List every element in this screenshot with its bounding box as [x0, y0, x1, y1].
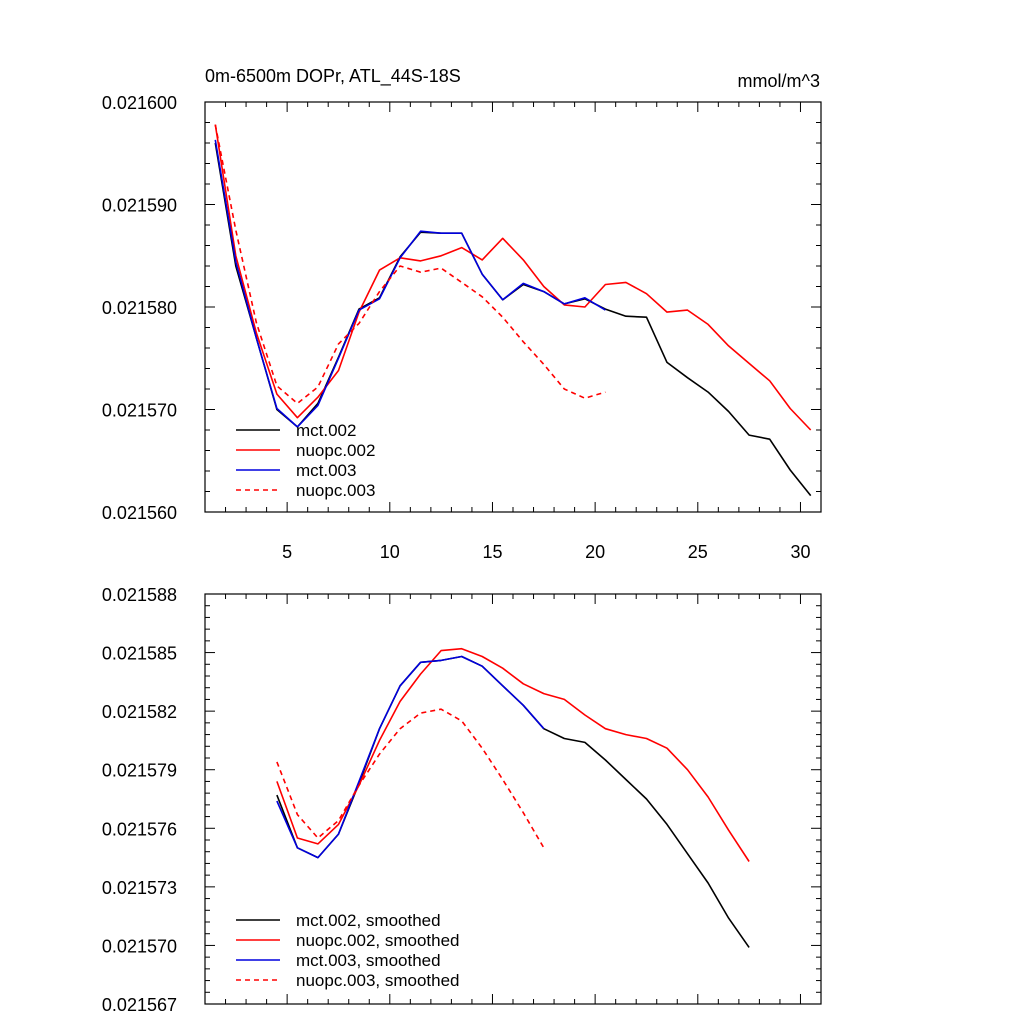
bottom-series-line-3 — [276, 655, 545, 859]
bottom-legend-label: nuopc.003, smoothed — [296, 971, 460, 990]
top-legend-label: mct.002 — [296, 421, 356, 440]
bottom-y-tick-label: 0.021576 — [102, 819, 177, 839]
bottom-y-tick-label: 0.021585 — [102, 644, 177, 664]
bottom-series-line-1 — [276, 655, 750, 948]
top-legend-label: nuopc.002 — [296, 441, 375, 460]
bottom-y-tick-label: 0.021570 — [102, 936, 177, 956]
top-x-tick-label: 15 — [482, 542, 502, 562]
bottom-y-tick-label: 0.021588 — [102, 585, 177, 605]
top-series-line-4 — [214, 124, 606, 405]
bottom-series-line-4 — [276, 708, 545, 849]
bottom-series-line-2 — [276, 647, 750, 862]
bottom-legend-label: nuopc.002, smoothed — [296, 931, 460, 950]
top-x-tick-label: 25 — [688, 542, 708, 562]
top-x-tick-label: 10 — [380, 542, 400, 562]
bottom-legend-label: mct.002, smoothed — [296, 911, 441, 930]
top-plot-title: 0m-6500m DOPr, ATL_44S-18S — [205, 66, 461, 87]
top-y-tick-label: 0.021580 — [102, 298, 177, 318]
top-legend-label: mct.003 — [296, 461, 356, 480]
top-y-tick-label: 0.021570 — [102, 401, 177, 421]
top-x-tick-label: 30 — [790, 542, 810, 562]
bottom-y-tick-label: 0.021579 — [102, 761, 177, 781]
bottom-y-tick-label: 0.021567 — [102, 995, 177, 1015]
bottom-y-tick-label: 0.021582 — [102, 702, 177, 722]
top-plot-units: mmol/m^3 — [738, 71, 820, 91]
top-plot-panel: 0m-6500m DOPr, ATL_44S-18S mmol/m^3 5 10 1… — [102, 66, 822, 562]
bottom-plot-panel: 0.021567 0.021570 0.021573 0.021576 0.021579… — [102, 585, 822, 1015]
bottom-y-tick-label: 0.021573 — [102, 878, 177, 898]
top-x-tick-label: 5 — [282, 542, 292, 562]
top-legend-label: nuopc.003 — [296, 481, 375, 500]
top-series-line-2 — [214, 124, 812, 431]
bottom-legend-label: mct.003, smoothed — [296, 951, 441, 970]
top-x-tick-label: 20 — [585, 542, 605, 562]
top-y-tick-label: 0.021590 — [102, 196, 177, 216]
top-y-tick-label: 0.021560 — [102, 503, 177, 523]
top-series-line-3 — [214, 139, 606, 428]
top-y-tick-label: 0.021600 — [102, 93, 177, 113]
